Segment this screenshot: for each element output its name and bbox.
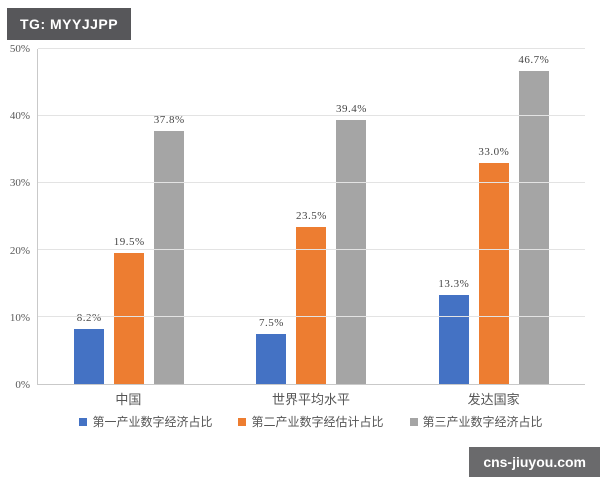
bar: 19.5% <box>114 236 145 384</box>
x-axis-labels: 中国 世界平均水平 发达国家 <box>37 389 585 408</box>
bar: 46.7% <box>518 54 549 384</box>
bar: 33.0% <box>478 146 509 384</box>
y-tick-label: 40% <box>9 110 30 123</box>
category-label: 中国 <box>115 392 142 407</box>
legend-item: 第一产业数字经济占比 <box>79 413 212 430</box>
legend: 第一产业数字经济占比 第二产业数字经估计占比 第三产业数字经济占比 <box>37 413 585 430</box>
category-label: 发达国家 <box>467 392 520 407</box>
bar: 7.5% <box>256 317 287 384</box>
tg-badge-text: TG: MYYJJPP <box>20 16 119 32</box>
bar: 13.3% <box>438 278 469 384</box>
category-label: 世界平均水平 <box>272 392 351 407</box>
bar-value-label: 37.8% <box>153 113 185 126</box>
bar-group: 8.2% 19.5% 37.8% <box>38 49 220 384</box>
y-tick-label: 30% <box>9 177 30 190</box>
tg-badge: TG: MYYJJPP <box>7 8 132 40</box>
bar-value-label: 46.7% <box>518 54 550 67</box>
bar-group: 7.5% 23.5% 39.4% <box>220 49 402 384</box>
legend-label: 第三产业数字经济占比 <box>422 415 543 429</box>
bar-value-label: 7.5% <box>259 316 284 329</box>
bar-value-label: 13.3% <box>438 277 470 290</box>
y-tick-label: 50% <box>9 43 30 55</box>
y-tick-label: 0% <box>15 379 30 391</box>
legend-item: 第二产业数字经估计占比 <box>238 413 384 430</box>
legend-swatch-icon <box>79 417 88 426</box>
gridline <box>38 115 585 116</box>
bar-value-label: 8.2% <box>76 312 102 325</box>
bar-value-label: 23.5% <box>296 209 327 222</box>
bar: 37.8% <box>154 114 185 384</box>
legend-item: 第三产业数字经济占比 <box>409 413 543 430</box>
y-tick-label: 10% <box>9 311 30 324</box>
bar: 39.4% <box>336 103 367 384</box>
legend-swatch-icon <box>409 417 418 426</box>
bar: 8.2% <box>74 312 105 384</box>
legend-label: 第二产业数字经估计占比 <box>251 415 384 429</box>
plot-area: 8.2% 19.5% 37.8% 7.5% 23.5% 39.4% 13.3% 33.0% 46… <box>37 48 585 385</box>
bar: 23.5% <box>296 210 327 384</box>
gridline <box>38 249 585 250</box>
gridline <box>38 48 585 49</box>
bar-value-label: 39.4% <box>336 103 367 116</box>
watermark-text: cns-jiuyou.com <box>483 454 586 470</box>
bar-group: 13.3% 33.0% 46.7% <box>403 49 585 384</box>
y-axis: 0% 10% 20% 30% 40% 50% <box>0 43 33 391</box>
bar-groups: 8.2% 19.5% 37.8% 7.5% 23.5% 39.4% 13.3% 33.0% 46… <box>38 49 585 384</box>
watermark: cns-jiuyou.com <box>469 447 600 477</box>
gridline <box>38 182 585 183</box>
bar-value-label: 19.5% <box>113 236 145 249</box>
legend-swatch-icon <box>238 417 247 426</box>
bar-value-label: 33.0% <box>478 145 510 158</box>
gridline <box>38 316 585 317</box>
legend-label: 第一产业数字经济占比 <box>92 415 213 429</box>
y-tick-label: 20% <box>9 244 30 257</box>
